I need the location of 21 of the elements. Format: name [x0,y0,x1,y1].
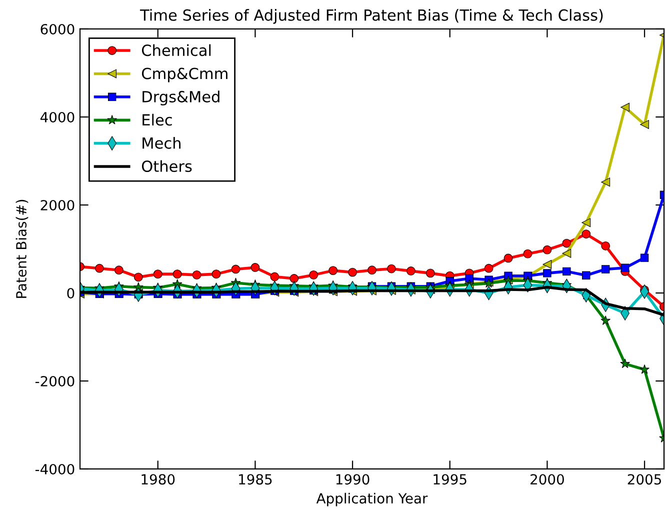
legend-label: Mech [142,137,180,149]
x-tick-label: 1990 [336,474,370,485]
y-tick-label: -2000 [35,376,74,386]
y-tick-label: 6000 [40,24,74,34]
x-tick-label: 2005 [628,474,661,485]
legend-label: Cmp&Cmm [142,68,228,82]
y-axis-title: Patent Bias(#) [16,200,28,298]
legend-label: Others [142,160,192,172]
x-axis-title: Application Year [316,492,428,506]
legend-label: Elec [142,114,172,126]
x-tick-label: 1995 [434,474,466,485]
y-tick-label: 0 [67,288,74,298]
x-tick-label: 1985 [239,474,272,485]
y-tick-label: 2000 [40,200,74,210]
chart-title: Time Series of Adjusted Firm Patent Bias (Time & Tech Class) [140,9,603,24]
legend-label: Chemical [142,44,211,56]
x-tick-label: 1980 [142,474,175,485]
x-tick-label: 2000 [530,474,564,485]
legend-label: Drgs&Med [142,90,220,106]
y-tick-label: -4000 [35,464,74,474]
y-tick-label: 4000 [40,112,74,122]
